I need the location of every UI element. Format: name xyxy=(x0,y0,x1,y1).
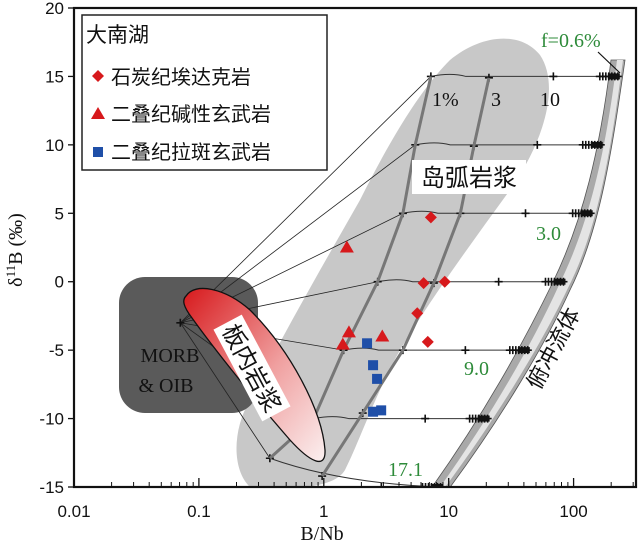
data-point-adakite xyxy=(417,277,430,290)
mixing-fan-line xyxy=(179,322,271,459)
fluid-label-0-6: f=0.6% xyxy=(541,30,601,52)
oib-label: & OIB xyxy=(139,375,194,397)
fluid-end-marker xyxy=(553,278,566,285)
model-tick-10pct xyxy=(494,277,503,286)
y-tick-label: -10 xyxy=(39,410,64,429)
data-point-tholeiite xyxy=(372,373,383,384)
mixing-curve xyxy=(377,279,564,283)
data-point-tholeiite xyxy=(368,360,379,371)
y-axis-label-sup: 11 xyxy=(3,265,18,278)
x-axis-label: B/Nb xyxy=(300,523,343,545)
legend-diamond-icon xyxy=(92,70,104,82)
mixing-curve xyxy=(430,73,618,77)
model-tick-10pct xyxy=(533,140,542,149)
y-tick-label: 15 xyxy=(45,67,64,86)
fluid-end-marker xyxy=(517,347,530,354)
fraction-label-1pct: 1% xyxy=(432,89,459,111)
fluid-label-pointer xyxy=(597,51,621,74)
legend-triangle-icon xyxy=(91,107,105,119)
legend-entry-alkaline-basalt: 二叠纪碱性玄武岩 xyxy=(111,102,271,126)
y-tick-label: 0 xyxy=(55,273,64,292)
subducted-fluid-band xyxy=(431,59,626,487)
x-tick-label: 10 xyxy=(439,502,458,521)
fluid-end-marker xyxy=(477,415,490,422)
model-tick-10pct xyxy=(461,346,470,355)
legend: 大南湖 石炭纪埃达克岩 二叠纪碱性玄武岩 二叠纪拉斑玄武岩 xyxy=(81,14,328,171)
data-point-tholeiite xyxy=(376,405,387,416)
model-tick-fluid-end xyxy=(421,483,430,487)
x-tick-label: 0.01 xyxy=(57,502,90,521)
island-arc-label-bg xyxy=(412,160,526,194)
y-axis-label-delta: δ xyxy=(5,277,27,286)
morb-label: MORB xyxy=(141,345,200,367)
fraction-label-3: 3 xyxy=(491,89,501,111)
y-tick-label: -5 xyxy=(49,341,64,360)
legend-entry-tholeiite: 二叠纪拉斑玄武岩 xyxy=(111,140,271,164)
fluid-label-3-0: 3.0 xyxy=(536,223,561,245)
x-tick-label: 0.1 xyxy=(187,502,211,521)
model-tick-10pct xyxy=(421,414,430,423)
plot-frame xyxy=(72,6,638,489)
y-tick-label: 5 xyxy=(55,204,64,223)
model-tick-fluid-end xyxy=(418,483,427,487)
island-arc-label: 岛弧岩浆 xyxy=(421,164,517,192)
data-point-tholeiite xyxy=(368,406,379,417)
fluid-end-marker xyxy=(580,210,593,217)
mixing-curve xyxy=(269,457,441,487)
fluid-end-marker xyxy=(590,141,603,148)
x-tick-label: 1 xyxy=(319,502,328,521)
data-point-alkaline-basalt xyxy=(375,329,390,342)
svg-text:δ11B (‰): δ11B (‰) xyxy=(3,213,27,287)
fraction-label-10: 10 xyxy=(540,89,560,111)
legend-title: 大南湖 xyxy=(86,23,149,47)
island-arc-field xyxy=(236,38,549,487)
data-point-alkaline-basalt xyxy=(335,337,350,350)
intraplate-label-bg xyxy=(213,314,291,422)
legend-box xyxy=(81,14,328,171)
mixing-curve xyxy=(402,210,591,214)
melt-fraction-line-3pct xyxy=(320,77,491,477)
data-point-adakite xyxy=(424,211,437,224)
fluid-label-17-1: 17.1 xyxy=(388,459,423,481)
fluid-end-marker xyxy=(607,73,620,80)
mixing-fan-line xyxy=(180,76,432,324)
model-tick-10pct xyxy=(377,483,386,487)
data-point-alkaline-basalt xyxy=(339,240,354,253)
model-tick-10pct xyxy=(549,72,558,81)
mixing-curve xyxy=(415,142,601,146)
data-point-adakite xyxy=(411,307,424,320)
data-point-tholeiite xyxy=(362,338,373,349)
y-tick-label: 10 xyxy=(45,136,64,155)
data-point-alkaline-basalt xyxy=(341,325,356,338)
y-tick-label: -15 xyxy=(39,478,64,497)
fluid-label-9-0: 9.0 xyxy=(464,358,489,380)
y-axis-label-rest: B (‰) xyxy=(5,213,27,265)
legend-square-icon xyxy=(93,147,103,157)
model-tick-fluid-end xyxy=(424,483,433,487)
source-point-marker xyxy=(176,318,185,327)
legend-entry-adakite: 石炭纪埃达克岩 xyxy=(111,65,251,89)
model-tick-10pct xyxy=(521,209,530,218)
y-axis-label: δ11B (‰) xyxy=(3,213,27,287)
data-point-adakite xyxy=(421,335,434,348)
data-point-adakite xyxy=(438,275,451,288)
x-tick-label: 100 xyxy=(559,502,587,521)
y-tick-label: 20 xyxy=(45,0,64,18)
